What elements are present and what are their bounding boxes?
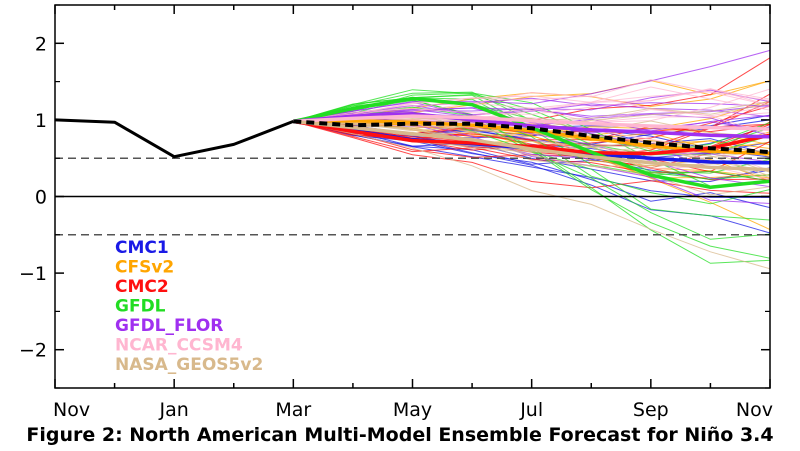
- series-line-ncar_ccsm4: [293, 114, 770, 131]
- ensemble-member-line: [293, 79, 770, 122]
- x-tick-label: Jan: [159, 399, 189, 421]
- legend-entry-nasa_geos5v2: NASA_GEOS5v2: [115, 355, 263, 375]
- ensemble-member-line: [293, 120, 770, 209]
- series-line-nasa_geos5v2: [293, 119, 770, 172]
- legend: CMC1CFSv2CMC2GFDLGFDL_FLORNCAR_CCSM4NASA…: [115, 238, 263, 375]
- legend-entry-ncar_ccsm4: NCAR_CCSM4: [115, 336, 243, 356]
- ensemble-member-line: [293, 95, 770, 135]
- ensemble-member-line: [293, 49, 770, 122]
- series-line-cmc2: [293, 119, 770, 156]
- ensemble-member-line: [293, 120, 770, 194]
- x-tick-label: Jul: [519, 399, 543, 421]
- x-tick-label: Sep: [633, 399, 669, 421]
- ensemble-member-line: [293, 88, 770, 122]
- reference-lines: [55, 157, 770, 236]
- multi-model-mean-line: [293, 119, 770, 155]
- legend-entry-cfsv2: CFSv2: [115, 258, 174, 278]
- y-tick-label: 0: [35, 187, 47, 209]
- legend-entry-cmc2: CMC2: [115, 277, 169, 297]
- axes: Nov Jan Mar May Jul Sep Nov −2 −1 0 1 2: [19, 4, 773, 421]
- y-tick-label: 2: [35, 33, 47, 55]
- y-tick-label: −2: [19, 340, 47, 362]
- legend-entry-cmc1: CMC1: [115, 238, 169, 258]
- ensemble-member-line: [293, 120, 770, 270]
- figure-caption: Figure 2: North American Multi-Model Ens…: [26, 424, 774, 446]
- y-tick-label: −1: [19, 263, 47, 285]
- legend-entry-gfdl: GFDL: [115, 297, 166, 317]
- x-tick-label: Nov: [736, 399, 773, 421]
- y-tick-label: 1: [35, 110, 47, 132]
- legend-entry-gfdl_flor: GFDL_FLOR: [115, 316, 223, 336]
- series-line-gfdl_flor: [293, 112, 770, 139]
- x-tick-label: May: [393, 399, 432, 421]
- model-means: [55, 96, 770, 190]
- x-tick-label: Nov: [53, 399, 90, 421]
- observed-line: [55, 118, 294, 159]
- x-tick-label: Mar: [275, 399, 311, 421]
